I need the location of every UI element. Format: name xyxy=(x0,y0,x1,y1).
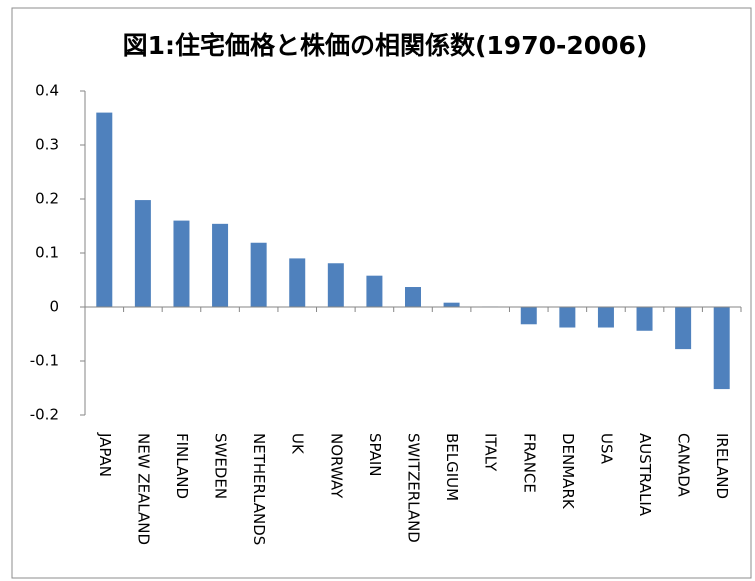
x-tick-label: FINLAND xyxy=(173,433,191,499)
bar xyxy=(96,112,113,307)
bar xyxy=(443,302,460,307)
x-tick-label: SWEDEN xyxy=(212,433,230,499)
x-tick-label: CANADA xyxy=(675,433,693,498)
bar xyxy=(597,307,614,328)
bar xyxy=(212,223,229,307)
x-tick-label: SPAIN xyxy=(366,433,384,477)
x-tick-label: AUSTRALIA xyxy=(636,433,654,517)
x-tick-label: BELGIUM xyxy=(443,433,461,501)
bar xyxy=(559,307,576,328)
x-tick-label: IRELAND xyxy=(713,433,731,499)
bar xyxy=(520,307,537,325)
x-tick-label: NORWAY xyxy=(327,433,345,499)
bar xyxy=(405,287,421,307)
y-tick-label: -0.1 xyxy=(30,352,59,370)
bar xyxy=(636,307,653,331)
bar xyxy=(366,275,383,307)
x-tick-label: SWITZERLAND xyxy=(405,433,423,543)
chart-title: 図1:住宅価格と株価の相関係数(1970-2006) xyxy=(123,31,648,60)
bar xyxy=(173,220,190,307)
x-tick-label: NETHERLANDS xyxy=(250,433,268,545)
bar xyxy=(250,242,267,307)
x-tick-label: NEW ZEALAND xyxy=(134,433,152,545)
x-tick-label: UK xyxy=(289,433,307,455)
y-tick-label: 0.1 xyxy=(35,244,59,262)
y-tick-label: 0.3 xyxy=(35,136,59,154)
x-tick-label: ITALY xyxy=(482,433,500,472)
bar xyxy=(327,263,344,307)
x-tick-label: USA xyxy=(597,433,615,465)
y-tick-label: -0.2 xyxy=(30,406,59,424)
x-tick-label: FRANCE xyxy=(520,433,538,493)
y-tick-label: 0.4 xyxy=(35,82,59,100)
bar xyxy=(713,307,730,390)
x-tick-label: JAPAN xyxy=(96,432,114,477)
bar xyxy=(289,258,306,307)
y-tick-label: 0 xyxy=(49,298,59,316)
bar xyxy=(675,307,692,350)
x-tick-label: DENMARK xyxy=(559,433,577,510)
y-tick-label: 0.2 xyxy=(35,190,59,208)
bar xyxy=(134,200,151,307)
